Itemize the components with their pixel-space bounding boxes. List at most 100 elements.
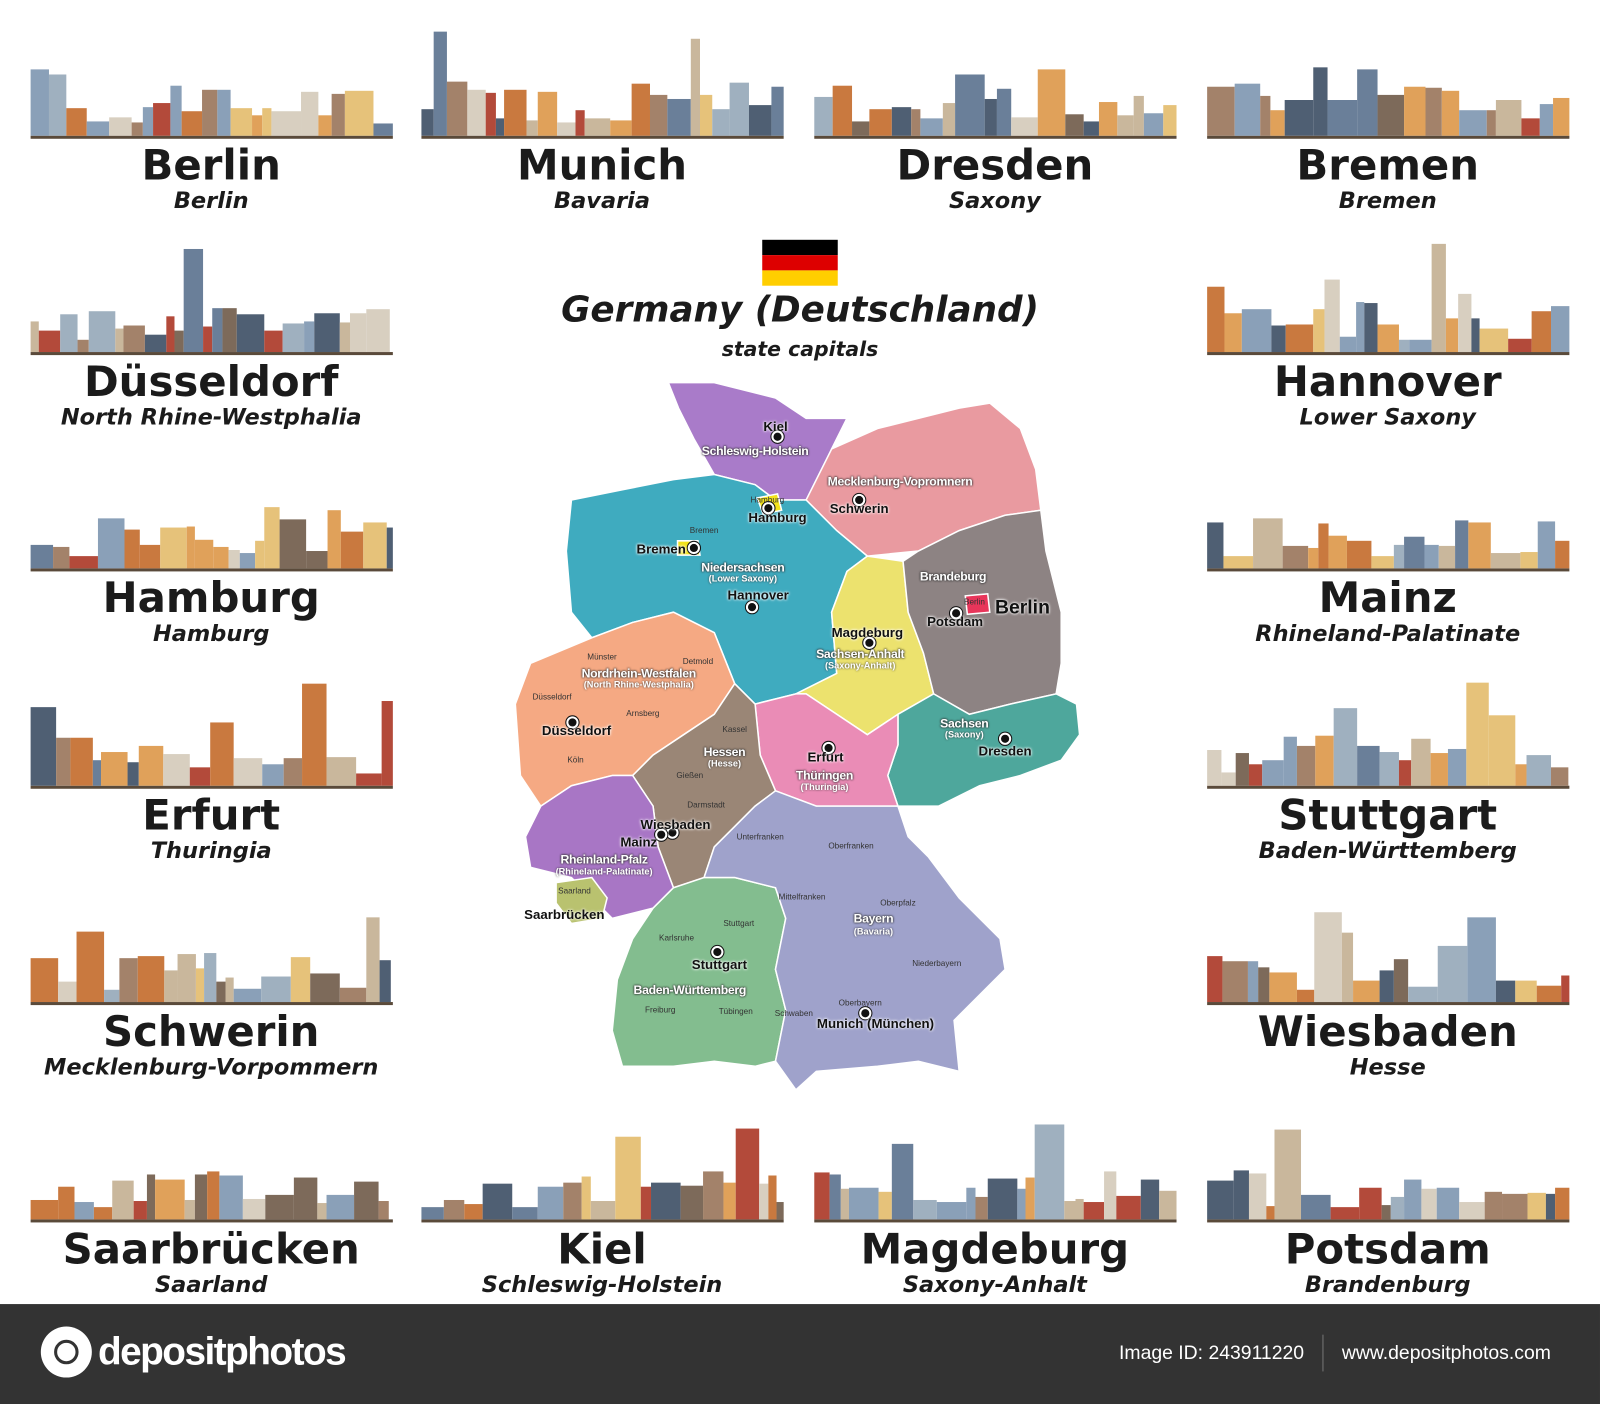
skyline-illustration [30, 1112, 393, 1223]
building [69, 737, 93, 786]
building [1438, 545, 1455, 569]
building [48, 74, 66, 136]
city-card: Kiel Schleswig-Holstein [418, 1112, 785, 1299]
building [362, 522, 387, 569]
building [574, 110, 585, 136]
region-label: Tübingen [718, 1006, 753, 1016]
building [211, 308, 222, 353]
state-saarland[interactable] [555, 876, 608, 925]
building [1495, 99, 1521, 136]
building [1312, 67, 1328, 136]
building [118, 958, 138, 1003]
skyline-illustration [1206, 243, 1569, 356]
site-link[interactable]: www.depositphotos.com [1341, 1342, 1551, 1365]
skyline-illustration [30, 461, 393, 572]
capital-marker[interactable] [853, 493, 866, 507]
capital-label: Kiel [763, 418, 788, 435]
building [1486, 110, 1496, 136]
city-name: Wiesbaden [1257, 1007, 1518, 1057]
building [1403, 536, 1424, 569]
region-label: Schwaben [774, 1008, 813, 1018]
building [1115, 1195, 1141, 1220]
capital-marker[interactable] [745, 601, 759, 614]
capital-marker[interactable] [998, 732, 1012, 745]
building [1268, 972, 1297, 1003]
city-state: Berlin [173, 188, 249, 215]
building [1140, 1179, 1159, 1220]
building [163, 970, 178, 1003]
building [1158, 1190, 1177, 1220]
building [1285, 324, 1313, 353]
capital-label: Hamburg [748, 509, 807, 525]
building [1222, 556, 1253, 569]
city-name: Potsdam [1284, 1224, 1491, 1274]
building [301, 683, 327, 786]
state-label: Brandeburg [919, 569, 987, 584]
building [1507, 338, 1532, 353]
building [86, 121, 109, 136]
page-subtitle: state capitals [721, 336, 879, 362]
state-translation-label: (Rhineland-Palatinate) [555, 866, 653, 877]
capital-marker[interactable] [655, 828, 668, 841]
state-label: Bayern [853, 911, 894, 926]
building [114, 328, 123, 353]
state-mecklenburg-vorpommern[interactable] [805, 402, 1042, 557]
region-label: Stuttgart [723, 918, 755, 929]
building [372, 123, 393, 136]
building [1526, 755, 1551, 786]
city-card: Dresden Saxony [811, 29, 1178, 216]
building [300, 91, 318, 136]
capital-marker[interactable] [771, 430, 784, 443]
building [381, 701, 393, 786]
capital-marker[interactable] [666, 826, 679, 839]
state-label: Mecklenburg-Vopromnern [827, 474, 973, 489]
capital-marker[interactable] [762, 502, 775, 515]
building [649, 94, 667, 136]
building [30, 707, 56, 786]
building [1437, 945, 1467, 1003]
building [581, 1176, 591, 1220]
building [735, 1128, 759, 1220]
building [184, 1199, 195, 1220]
building [233, 758, 262, 786]
building [224, 977, 234, 1003]
building [1074, 1198, 1084, 1220]
building [987, 1178, 1017, 1220]
state-berlin[interactable] [964, 593, 991, 616]
building [181, 111, 202, 136]
state-bayern[interactable] [703, 789, 1006, 1091]
building [1393, 544, 1404, 569]
skyline-illustration [420, 1112, 784, 1223]
building [1490, 553, 1520, 569]
capital-marker[interactable] [949, 607, 963, 620]
building [339, 322, 350, 353]
building [1467, 522, 1491, 569]
building [1436, 1187, 1459, 1220]
building [1284, 99, 1313, 136]
building [1377, 94, 1404, 136]
city-state: North Rhine-Westphalia [60, 405, 362, 431]
building [1520, 118, 1540, 136]
page-title: Germany (Deutschland) [561, 289, 1039, 331]
building [562, 1182, 582, 1220]
building [584, 118, 610, 136]
building [77, 339, 89, 353]
skyline-illustration [30, 895, 393, 1006]
state-label: Rheinland-Pfalz [560, 852, 648, 867]
capital-marker[interactable] [711, 945, 724, 959]
capital-marker[interactable] [822, 741, 835, 755]
city-state: Mecklenburg-Vorpommern [44, 1055, 379, 1081]
capital-marker[interactable] [687, 541, 700, 555]
building [263, 330, 283, 353]
depositphotos-logo[interactable]: depositphotos [40, 1326, 347, 1378]
skyline-illustration [1206, 29, 1569, 139]
building [1296, 989, 1314, 1003]
building [1346, 540, 1371, 569]
building [1341, 932, 1353, 1003]
capital-marker[interactable] [566, 716, 579, 729]
capital-label: Hannover [727, 587, 789, 603]
building [891, 107, 911, 136]
capital-marker[interactable] [859, 1007, 872, 1020]
capital-marker[interactable] [863, 636, 876, 649]
building [1133, 95, 1144, 136]
